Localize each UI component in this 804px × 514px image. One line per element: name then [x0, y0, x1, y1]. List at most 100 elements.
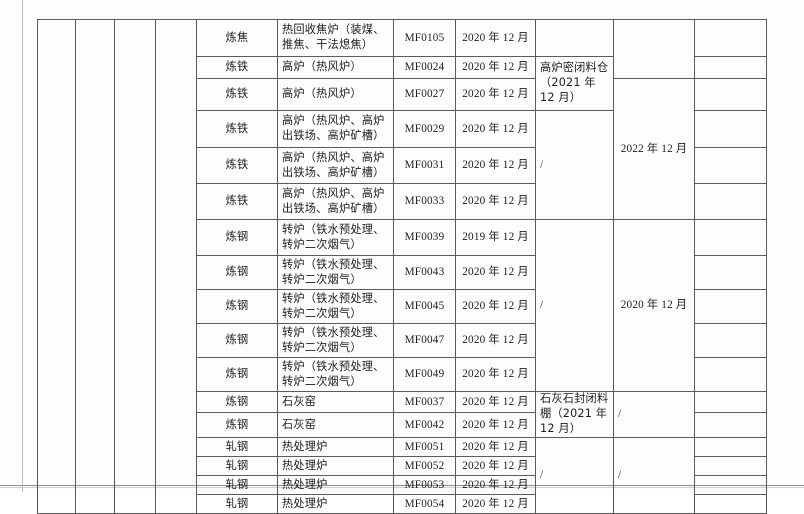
cell-col11	[694, 183, 767, 220]
table-row: 炼钢 转炉（铁水预处理、转炉二次烟气） MF0039 2019 年 12 月 /…	[38, 219, 767, 392]
cell-date: 2020 年 12 月	[455, 494, 536, 514]
cell-col11	[694, 255, 767, 290]
cell-stage: 炼钢	[196, 412, 278, 438]
table-row: 炼钢 转炉（铁水预处理、转炉二次烟气） MF0047 2020 年 12 月	[38, 323, 767, 358]
cell-stage: 炼钢	[196, 289, 278, 324]
cell-stage: 轧钢	[196, 456, 278, 476]
cell-facility: 热处理炉	[277, 494, 394, 514]
cell-note-blank	[535, 19, 614, 57]
cell-date: 2020 年 12 月	[455, 147, 536, 184]
cell-deadline-slash-rolling: /	[613, 437, 695, 514]
cell-facility: 高炉（热风炉）	[277, 78, 394, 111]
cell-code: MF0105	[393, 19, 456, 57]
cell-code: MF0031	[393, 147, 456, 184]
table-row: 炼铁 高炉（热风炉、高炉出铁场、高炉矿槽） MF0033 2020 年 12 月	[38, 183, 767, 220]
cell-stage: 炼钢	[196, 323, 278, 358]
cell-code: MF0049	[393, 357, 456, 392]
cell-stage: 炼铁	[196, 147, 278, 184]
cell-code: MF0039	[393, 219, 456, 256]
cell-note-blast-furnace-silo: 高炉密闭料仓（2021 年 12 月）	[535, 56, 614, 111]
cell-col11	[694, 456, 767, 476]
cell-date: 2020 年 12 月	[455, 391, 536, 413]
cell-stage: 轧钢	[196, 494, 278, 514]
cell-date: 2020 年 12 月	[455, 19, 536, 57]
cell-facility: 热回收焦炉（装煤、推焦、干法熄焦）	[277, 19, 394, 57]
cell-facility: 转炉（铁水预处理、转炉二次烟气）	[277, 357, 394, 392]
cell-date: 2020 年 12 月	[455, 56, 536, 79]
cell-stage: 炼钢	[196, 391, 278, 413]
cell-date: 2020 年 12 月	[455, 183, 536, 220]
cell-note-slash-iron: /	[535, 110, 614, 220]
cell-code: MF0027	[393, 78, 456, 111]
emission-facility-table: 炼焦 热回收焦炉（装煤、推焦、干法熄焦） MF0105 2020 年 12 月 …	[37, 19, 767, 514]
table-row: 炼铁 高炉（热风炉） MF0027 2020 年 12 月 2022 年 12 …	[38, 78, 767, 220]
cell-deadline-slash-limestone: /	[613, 391, 695, 438]
cell-code: MF0042	[393, 412, 456, 438]
cell-date: 2020 年 12 月	[455, 437, 536, 457]
cell-col11	[694, 110, 767, 148]
cell-col11	[694, 19, 767, 57]
cell-col11	[694, 494, 767, 514]
cell-stage: 炼铁	[196, 110, 278, 148]
cell-col4-merged	[155, 19, 197, 514]
cell-col11	[694, 437, 767, 457]
cell-code: MF0043	[393, 255, 456, 290]
cell-code: MF0037	[393, 391, 456, 413]
table-row: 轧钢 热处理炉 MF0052 2020 年 12 月	[38, 456, 767, 476]
cell-col11	[694, 219, 767, 256]
cell-facility: 热处理炉	[277, 475, 394, 495]
cell-code: MF0024	[393, 56, 456, 79]
cell-code: MF0051	[393, 437, 456, 457]
cell-col1-merged	[37, 19, 76, 514]
cell-deadline-2022: 2022 年 12 月	[613, 78, 695, 220]
cell-col11	[694, 391, 767, 413]
table-row: 炼铁 高炉（热风炉、高炉出铁场、高炉矿槽） MF0031 2020 年 12 月	[38, 147, 767, 184]
cell-facility: 高炉（热风炉、高炉出铁场、高炉矿槽）	[277, 147, 394, 184]
cell-code: MF0054	[393, 494, 456, 514]
cell-col3-merged	[114, 19, 156, 514]
cell-col2-merged	[75, 19, 115, 514]
cell-date: 2020 年 12 月	[455, 110, 536, 148]
cell-facility: 高炉（热风炉）	[277, 56, 394, 79]
cell-date: 2020 年 12 月	[455, 323, 536, 358]
cell-col11	[694, 147, 767, 184]
cell-stage: 炼铁	[196, 56, 278, 79]
cell-facility: 转炉（铁水预处理、转炉二次烟气）	[277, 323, 394, 358]
cell-code: MF0045	[393, 289, 456, 324]
cell-stage: 炼铁	[196, 183, 278, 220]
cell-code: MF0052	[393, 456, 456, 476]
cell-code: MF0047	[393, 323, 456, 358]
cell-date: 2020 年 12 月	[455, 412, 536, 438]
cell-stage: 炼铁	[196, 78, 278, 111]
cell-note-slash-steel: /	[535, 219, 614, 392]
cell-code: MF0029	[393, 110, 456, 148]
cell-col11	[694, 412, 767, 438]
cell-stage: 轧钢	[196, 437, 278, 457]
table-row: 轧钢 热处理炉 MF0053 2020 年 12 月	[38, 475, 767, 495]
cell-col11	[694, 323, 767, 358]
cell-facility: 高炉（热风炉、高炉出铁场、高炉矿槽）	[277, 183, 394, 220]
cell-facility: 转炉（铁水预处理、转炉二次烟气）	[277, 219, 394, 256]
cell-facility: 高炉（热风炉、高炉出铁场、高炉矿槽）	[277, 110, 394, 148]
table-row: 炼钢 转炉（铁水预处理、转炉二次烟气） MF0049 2020 年 12 月	[38, 357, 767, 392]
cell-facility: 热处理炉	[277, 456, 394, 476]
cell-col11	[694, 56, 767, 79]
cell-facility: 热处理炉	[277, 437, 394, 457]
cell-date: 2020 年 12 月	[455, 78, 536, 111]
cell-stage: 炼钢	[196, 219, 278, 256]
cell-facility: 石灰窑	[277, 391, 394, 413]
page-left-rule	[22, 0, 23, 492]
cell-date: 2020 年 12 月	[455, 255, 536, 290]
cell-deadline-2020: 2020 年 12 月	[613, 219, 695, 392]
cell-stage: 炼焦	[196, 19, 278, 57]
table-row: 炼铁 高炉（热风炉、高炉出铁场、高炉矿槽） MF0029 2020 年 12 月…	[38, 110, 767, 220]
cell-col11	[694, 289, 767, 324]
cell-col11	[694, 357, 767, 392]
cell-stage: 炼钢	[196, 255, 278, 290]
cell-facility: 转炉（铁水预处理、转炉二次烟气）	[277, 289, 394, 324]
table-row: 炼钢 转炉（铁水预处理、转炉二次烟气） MF0043 2020 年 12 月	[38, 255, 767, 290]
table-row: 炼焦 热回收焦炉（装煤、推焦、干法熄焦） MF0105 2020 年 12 月	[37, 19, 767, 514]
cell-deadline-blank	[613, 19, 695, 79]
cell-facility: 转炉（铁水预处理、转炉二次烟气）	[277, 255, 394, 290]
